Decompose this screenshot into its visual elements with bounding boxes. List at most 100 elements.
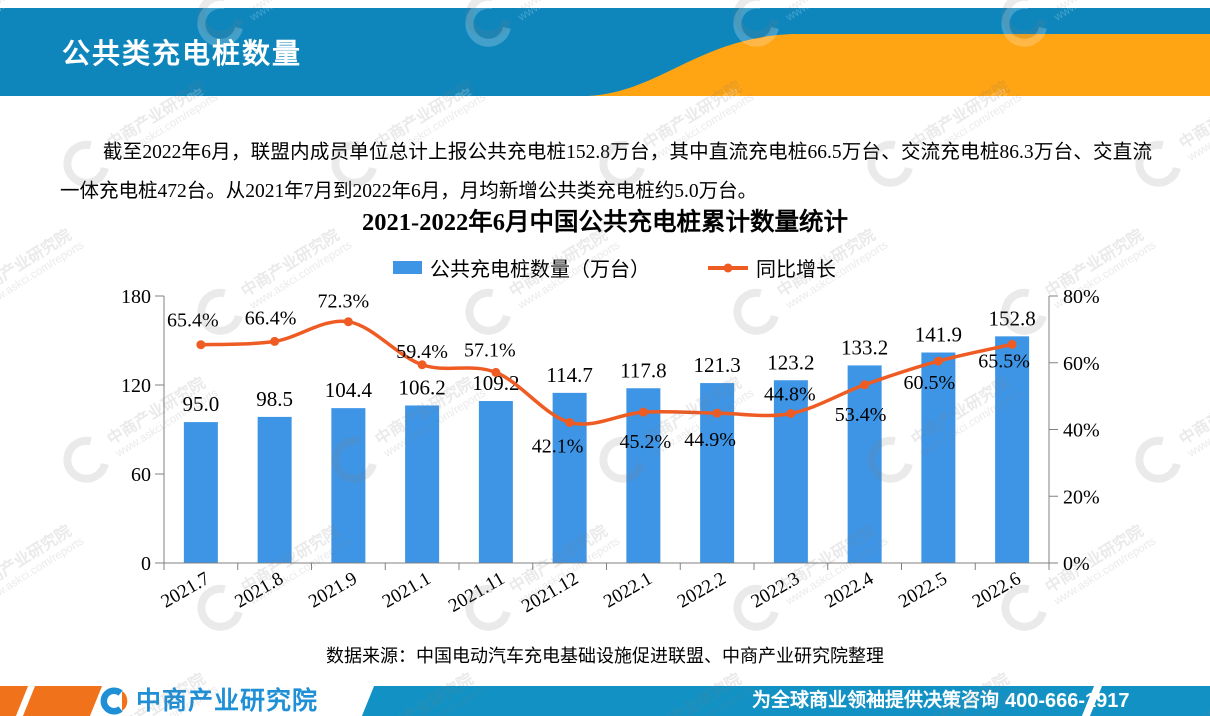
watermark-name: 中商产业研究院 — [908, 374, 1013, 449]
watermark-name: 中商产业研究院 — [503, 0, 615, 5]
pct-label: 65.4% — [167, 310, 219, 332]
watermark-url: www.askci.com/reports — [516, 535, 623, 608]
left-axis-tick-label: 60 — [131, 464, 151, 486]
pct-label: 45.2% — [620, 431, 672, 453]
bar-value-label: 106.2 — [399, 375, 446, 399]
x-axis-label: 2021.9 — [305, 568, 361, 612]
watermark-logo-icon — [456, 576, 521, 640]
line-point-2022.3 — [786, 408, 796, 418]
watermark-name: 中商产业研究院 — [771, 0, 883, 5]
watermark-url: www.askci.com/reports — [1052, 239, 1159, 312]
pct-label: 72.3% — [318, 291, 370, 313]
company-logo-icon — [100, 687, 128, 715]
pct-label: 53.4% — [835, 404, 887, 426]
bar-2021.8 — [257, 416, 292, 563]
footer-bar: 中商产业研究院 为全球商业领袖提供决策咨询 400-666-1917 — [0, 686, 1210, 716]
watermark-logo-icon — [590, 428, 655, 492]
watermark-name: 中商产业研究院 — [238, 522, 343, 597]
watermark-url: www.askci.com/reports — [1186, 91, 1210, 164]
x-axis-label: 2022.5 — [895, 568, 951, 612]
bar-2021.12 — [552, 392, 587, 563]
header-swoosh-shape — [588, 34, 1210, 96]
watermark-logo-icon — [54, 428, 119, 492]
bar-value-label: 123.2 — [767, 350, 814, 374]
line-point-2021.11 — [491, 367, 501, 377]
bar-value-label: 104.4 — [325, 378, 373, 402]
watermark-name: 中商产业研究院 — [506, 522, 611, 597]
line-point-2021.12 — [565, 417, 575, 427]
footer-slogan: 为全球商业领袖提供决策咨询 — [752, 690, 1000, 711]
bar-2022.2 — [700, 383, 735, 563]
bar-2021.1 — [405, 405, 440, 563]
watermark-logo-icon — [858, 428, 923, 492]
bar-2022.1 — [626, 388, 661, 563]
line-point-2021.9 — [343, 317, 353, 327]
line-point-2021.1 — [417, 360, 427, 370]
x-axis-label: 2022.2 — [674, 568, 730, 612]
x-axis-label: 2021.11 — [445, 568, 508, 617]
bar-2021.9 — [331, 408, 366, 563]
bar-value-label: 121.3 — [694, 353, 741, 377]
bar-2022.5 — [921, 352, 956, 563]
left-axis-tick-label: 120 — [121, 375, 151, 397]
bar-2021.7 — [183, 422, 218, 563]
chart-title: 2021-2022年6月中国公共充电桩累计数量统计 — [362, 209, 848, 236]
line-point-2021.7 — [196, 340, 206, 350]
x-axis-label: 2022.3 — [748, 568, 804, 612]
watermark-url: www.askci.com/reports — [248, 239, 355, 312]
watermark-url: www.askci.com/reports — [0, 535, 87, 608]
pct-label: 42.1% — [532, 435, 584, 457]
growth-line — [200, 319, 1013, 426]
bar-2022.6 — [995, 336, 1030, 563]
x-axis-label: 2022.6 — [969, 568, 1025, 612]
watermark-logo-icon — [724, 280, 789, 344]
watermark-logo-icon — [1126, 428, 1191, 492]
watermark-url: www.askci.com/reports — [0, 239, 87, 312]
line-point-2022.6 — [1007, 339, 1017, 349]
watermark-logo-icon — [992, 576, 1057, 640]
right-axis-tick-label: 40% — [1063, 420, 1100, 442]
pct-label: 44.8% — [764, 383, 816, 405]
watermark-logo-icon — [188, 576, 253, 640]
watermark-url: www.askci.com/reports — [650, 387, 757, 460]
bar-value-label: 114.7 — [546, 363, 592, 387]
footer-logo-text: 中商产业研究院 — [136, 687, 319, 715]
bar-2021.11 — [478, 401, 513, 563]
watermark-url: www.askci.com/reports — [784, 535, 891, 608]
watermark-url: www.askci.com/reports — [248, 535, 355, 608]
watermark-url: www.askci.com/reports — [382, 387, 489, 460]
watermark-name: 中商产业研究院 — [1039, 0, 1151, 5]
x-axis-label: 2022.4 — [821, 568, 877, 613]
right-axis-tick-label: 80% — [1063, 286, 1100, 308]
legend-label-bars: 公共充电桩数量（万台） — [430, 259, 650, 281]
watermark-url: www.askci.com/reports — [1186, 387, 1210, 460]
page-title: 公共类充电桩数量 — [62, 38, 303, 69]
x-axis-label: 2021.1 — [379, 568, 435, 612]
pct-label: 66.4% — [245, 307, 297, 329]
watermark-logo-icon — [322, 428, 387, 492]
watermark-name: 中商产业研究院 — [104, 374, 209, 449]
left-axis-tick-label: 180 — [121, 286, 151, 308]
bar-value-label: 152.8 — [989, 306, 1036, 330]
header-band: 中商产业研究院www.askci.com/reports中商产业研究院www.a… — [0, 8, 1210, 96]
bar-value-label: 141.9 — [915, 323, 962, 347]
pct-label: 57.1% — [464, 339, 516, 361]
legend-item-bars: 公共充电桩数量（万台） — [393, 253, 650, 282]
bar-2022.4 — [847, 365, 882, 563]
bar-value-label: 117.8 — [620, 358, 666, 382]
watermark-url: www.askci.com/reports — [114, 387, 221, 460]
watermark-logo-icon — [456, 280, 521, 344]
bar-value-label: 98.5 — [256, 387, 293, 411]
right-axis-tick-label: 60% — [1063, 353, 1100, 375]
right-axis-tick-label: 20% — [1063, 486, 1100, 508]
line-point-2022.5 — [933, 356, 943, 366]
intro-paragraph: 截至2022年6月，联盟内成员单位总计上报公共充电桩152.8万台，其中直流充电… — [60, 141, 1152, 202]
watermark-name: 中商产业研究院 — [0, 0, 80, 5]
